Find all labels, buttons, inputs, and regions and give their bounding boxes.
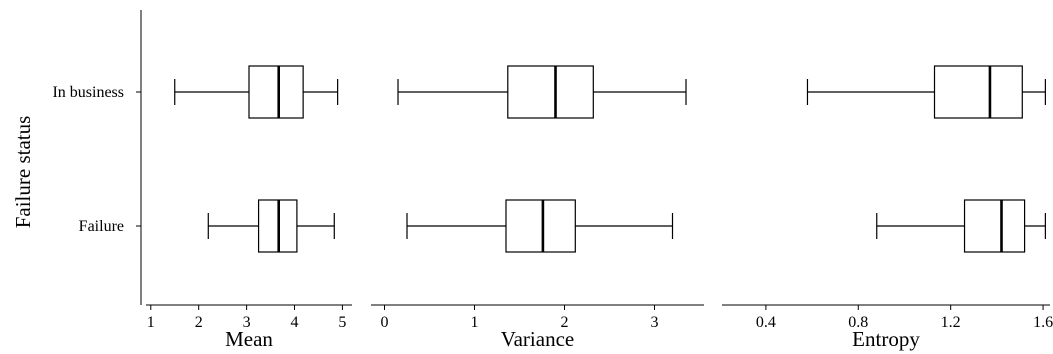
x-tick-label: 1.2 [941, 314, 961, 331]
x-tick-label: 4 [291, 314, 299, 331]
iqr-box [933, 65, 1023, 119]
y-category-label: Failure [79, 218, 124, 235]
box-in-business [174, 65, 339, 119]
box-failure [876, 199, 1046, 253]
iqr-box [963, 199, 1026, 253]
x-tick-label: 0 [381, 314, 389, 331]
x-tick-label: 1 [147, 314, 155, 331]
box-in-business [397, 65, 687, 119]
x-axis-title: Variance [501, 327, 574, 351]
iqr-box [248, 65, 304, 119]
x-tick-label: 1 [471, 314, 479, 331]
iqr-box [505, 199, 576, 253]
box-failure [207, 199, 335, 253]
x-tick-label: 2 [195, 314, 203, 331]
panel-entropy: 0.4 0.8 1.2 1.6 Entropy [722, 65, 1053, 351]
box-failure [406, 199, 674, 253]
x-tick-label: 0.8 [848, 314, 868, 331]
y-axis-categories: In business Failure [52, 84, 141, 235]
x-axis-title: Mean [225, 327, 273, 351]
y-category-label: In business [52, 84, 124, 101]
box-in-business [806, 65, 1046, 119]
panel-mean: 1 2 3 4 5 Mean [146, 65, 352, 351]
panel-variance: 0 1 2 3 Variance [371, 65, 704, 351]
x-tick-label: 2 [561, 314, 569, 331]
panels: 1 2 3 4 5 Mean 0 1 2 3 Variance 0.4 0.8 1.2 1.6 Entropy [146, 65, 1053, 351]
iqr-box [507, 65, 594, 119]
x-tick-label: 0.4 [756, 314, 776, 331]
x-tick-label: 5 [338, 314, 346, 331]
x-tick-label: 3 [243, 314, 251, 331]
x-tick-label: 1.6 [1033, 314, 1053, 331]
x-tick-label: 3 [651, 314, 659, 331]
y-axis-title: Failure status [11, 116, 35, 229]
x-axis-title: Entropy [852, 327, 920, 351]
